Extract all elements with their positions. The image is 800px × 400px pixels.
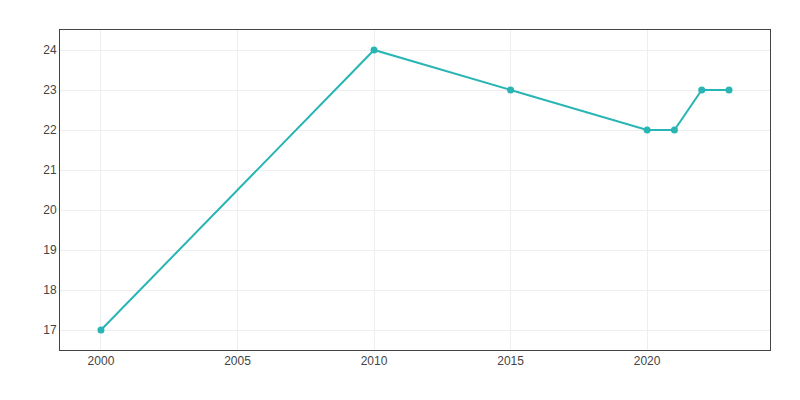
svg-text:2020: 2020	[634, 354, 661, 368]
svg-text:22: 22	[43, 123, 57, 137]
svg-text:24: 24	[43, 43, 57, 57]
svg-text:2010: 2010	[361, 354, 388, 368]
svg-text:2015: 2015	[497, 354, 524, 368]
svg-text:20: 20	[43, 203, 57, 217]
svg-text:18: 18	[43, 283, 57, 297]
svg-text:23: 23	[43, 83, 57, 97]
svg-text:21: 21	[43, 163, 57, 177]
svg-text:17: 17	[43, 323, 57, 337]
svg-text:19: 19	[43, 243, 57, 257]
svg-text:2005: 2005	[224, 354, 251, 368]
svg-text:2000: 2000	[88, 354, 115, 368]
